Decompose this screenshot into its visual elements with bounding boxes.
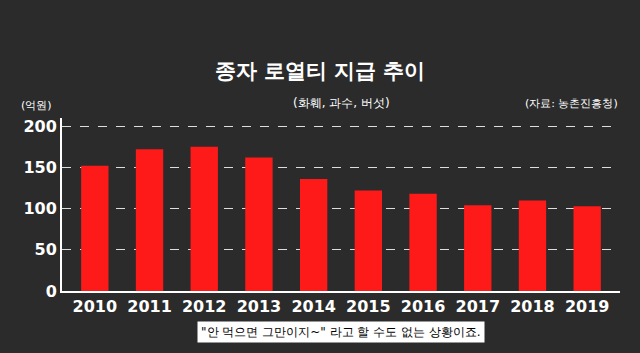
svg-text:0: 0	[46, 282, 57, 301]
svg-text:2015: 2015	[346, 297, 391, 316]
svg-text:2019: 2019	[565, 297, 610, 316]
svg-text:2010: 2010	[73, 297, 118, 316]
svg-text:(억원): (억원)	[21, 99, 52, 112]
svg-text:2017: 2017	[455, 297, 500, 316]
svg-text:150: 150	[23, 158, 56, 177]
svg-text:50: 50	[35, 240, 57, 259]
svg-text:"안 먹으면 그만이지~" 라고 할 수도 없는 상황이죠.: "안 먹으면 그만이지~" 라고 할 수도 없는 상황이죠.	[201, 325, 481, 339]
svg-text:2014: 2014	[291, 297, 336, 316]
svg-text:2013: 2013	[237, 297, 282, 316]
svg-text:2018: 2018	[510, 297, 555, 316]
svg-text:100: 100	[23, 199, 56, 218]
svg-text:2011: 2011	[127, 297, 172, 316]
svg-text:(자료: 농촌진흥청): (자료: 농촌진흥청)	[525, 97, 618, 110]
svg-text:2012: 2012	[182, 297, 227, 316]
svg-text:2016: 2016	[401, 297, 446, 316]
svg-text:200: 200	[23, 117, 56, 136]
svg-text:(화훼, 과수, 버섯): (화훼, 과수, 버섯)	[293, 96, 390, 110]
svg-text:종자 로열티 지급 추이: 종자 로열티 지급 추이	[215, 59, 426, 83]
